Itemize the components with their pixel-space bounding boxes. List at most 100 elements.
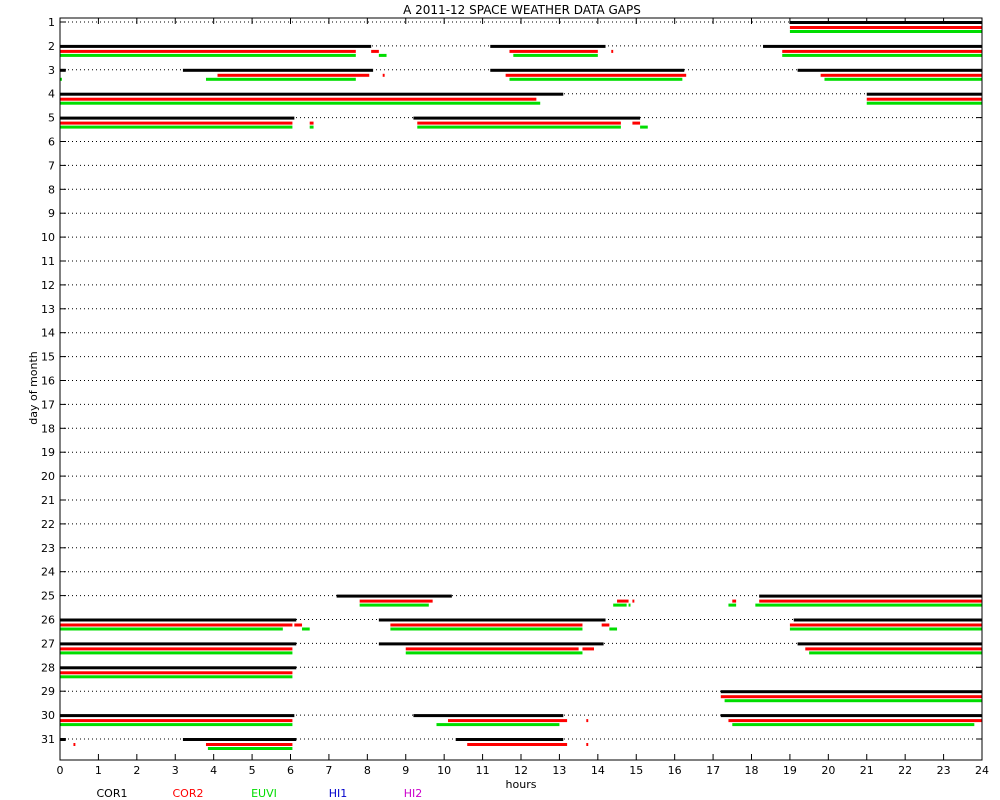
gap-bars (60, 21, 982, 750)
gap-bar-cor1 (60, 714, 295, 718)
x-tick-label: 18 (745, 764, 759, 777)
x-tick-label: 20 (821, 764, 835, 777)
y-tick-label: 28 (41, 661, 55, 674)
gap-bar-cor1 (60, 642, 297, 646)
gap-bar-cor1 (182, 68, 374, 72)
gap-bar-euvi (436, 723, 560, 727)
gap-bar-cor2 (309, 121, 314, 125)
gap-bar-cor2 (382, 73, 385, 77)
gap-bar-euvi (60, 125, 293, 129)
gap-bar-cor1 (720, 714, 982, 718)
gap-bar-cor2 (509, 49, 598, 53)
gap-bar-cor2 (720, 695, 982, 699)
x-tick-label: 10 (437, 764, 451, 777)
x-tick-label: 2 (133, 764, 140, 777)
gap-bar-cor1 (336, 594, 452, 598)
legend-entry-hi1: HI1 (329, 787, 348, 800)
x-tick-label: 24 (975, 764, 989, 777)
gap-bar-euvi (205, 77, 356, 81)
x-tick-label: 1 (95, 764, 102, 777)
y-axis-label: day of month (27, 351, 40, 425)
x-tick-label: 5 (249, 764, 256, 777)
gap-bar-euvi (724, 699, 982, 703)
gap-bar-euvi (60, 723, 293, 727)
gap-bar-cor1 (763, 44, 982, 48)
gap-bar-cor1 (720, 690, 982, 694)
gap-bar-cor2 (611, 49, 614, 53)
gap-bar-cor2 (294, 623, 303, 627)
gap-bar-cor2 (60, 97, 537, 101)
y-tick-label: 17 (41, 398, 55, 411)
x-tick-label: 3 (172, 764, 179, 777)
gap-bar-cor1 (455, 738, 564, 741)
y-tick-label: 15 (41, 351, 55, 364)
gap-bar-euvi (789, 30, 982, 33)
gap-bar-cor2 (217, 73, 370, 77)
gap-bar-cor1 (413, 116, 641, 120)
x-tick-label: 9 (402, 764, 409, 777)
x-tick-label: 0 (57, 764, 64, 777)
gap-bar-cor1 (793, 618, 982, 622)
x-tick-label: 7 (325, 764, 332, 777)
legend-entry-cor1: COR1 (97, 787, 128, 800)
x-tick-label: 8 (364, 764, 371, 777)
chart-title: A 2011-12 SPACE WEATHER DATA GAPS (403, 3, 641, 17)
y-tick-label: 1 (48, 16, 55, 29)
y-tick-label: 25 (41, 590, 55, 603)
legend-entry-euvi: EUVI (251, 787, 277, 800)
gap-bar-euvi (809, 651, 982, 655)
x-tick-label: 19 (783, 764, 797, 777)
gap-bar-euvi (732, 723, 975, 727)
x-axis: 0 1 2 3 4 5 6 7 8 9 10 11 12 13 14 15 16 17 18 19 20 21 22 23 24 (57, 18, 989, 777)
gap-bar-cor1 (789, 21, 982, 24)
gap-bar-cor2 (789, 26, 982, 29)
y-tick-label: 23 (41, 542, 55, 555)
gap-bar-euvi (60, 675, 293, 679)
y-tick-label: 12 (41, 279, 55, 292)
gap-bar-euvi (866, 101, 982, 105)
gap-bar-cor2 (632, 599, 635, 603)
x-tick-label: 12 (514, 764, 528, 777)
gap-bar-euvi (60, 101, 541, 105)
y-tick-label: 7 (48, 159, 55, 172)
gap-bar-euvi (60, 53, 356, 57)
gap-bar-euvi (378, 53, 387, 57)
gap-bar-cor2 (417, 121, 621, 125)
x-tick-label: 22 (898, 764, 912, 777)
gap-bar-euvi (824, 77, 982, 81)
gap-bar-euvi (628, 603, 631, 607)
gap-bar-euvi (755, 603, 982, 607)
y-tick-label: 14 (41, 327, 55, 340)
gap-bar-euvi (609, 627, 618, 631)
gap-bar-cor2 (60, 647, 293, 651)
gap-bar-cor1 (490, 68, 685, 72)
gap-bar-euvi (60, 627, 283, 631)
y-tick-label: 11 (41, 255, 55, 268)
x-tick-label: 11 (476, 764, 490, 777)
gap-bar-cor2 (467, 743, 568, 746)
y-tick-label: 21 (41, 494, 55, 507)
y-tick-label: 6 (48, 136, 55, 149)
gap-bar-cor2 (632, 121, 641, 125)
gap-bar-cor2 (405, 647, 579, 651)
gap-bar-cor2 (359, 599, 433, 603)
y-tick-label: 31 (41, 733, 55, 746)
y-tick-label: 24 (41, 566, 55, 579)
gap-bar-cor1 (797, 68, 982, 72)
gap-bar-cor1 (413, 714, 564, 718)
y-tick-label: 8 (48, 183, 55, 196)
gap-bar-euvi (302, 627, 310, 631)
y-axis: 1234567891011121314151617181920212223242… (41, 16, 982, 746)
gap-bar-cor1 (490, 44, 606, 48)
y-tick-label: 16 (41, 375, 55, 388)
y-tick-label: 26 (41, 614, 55, 627)
gap-bar-cor2 (448, 719, 568, 723)
x-tick-label: 13 (552, 764, 566, 777)
y-tick-label: 9 (48, 207, 55, 220)
x-tick-label: 16 (668, 764, 682, 777)
y-tick-label: 3 (48, 64, 55, 77)
gap-bar-cor1 (866, 92, 982, 96)
y-tick-label: 20 (41, 470, 55, 483)
gap-bar-cor1 (378, 642, 604, 646)
